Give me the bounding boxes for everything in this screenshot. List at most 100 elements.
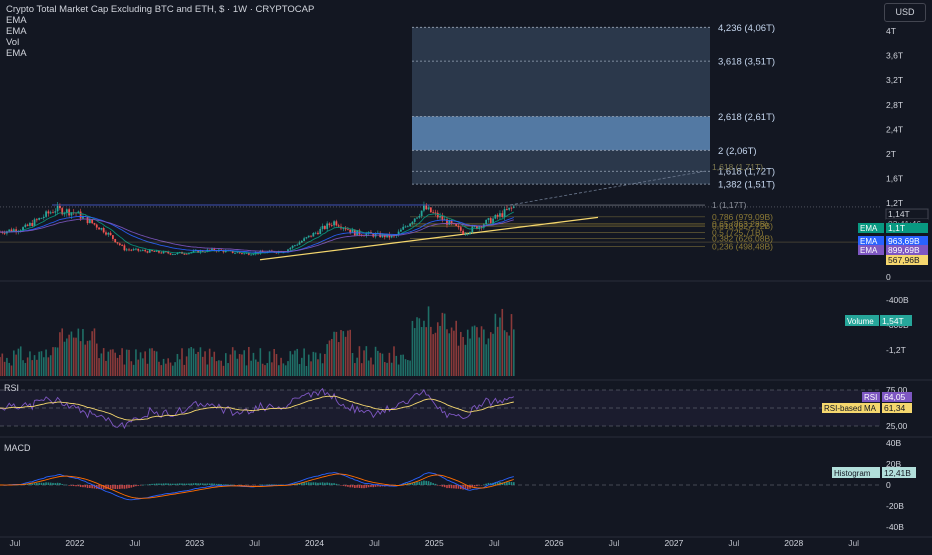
volume-bar — [105, 360, 107, 376]
time-axis-tick: Jul — [489, 538, 500, 548]
candle-down — [118, 242, 121, 246]
candle-down — [109, 231, 112, 236]
volume-bar — [469, 338, 471, 376]
volume-bar — [201, 356, 204, 376]
macd-histogram-bar — [206, 483, 209, 485]
candle-up — [402, 223, 405, 231]
macd-histogram-bar — [367, 485, 370, 488]
volume-bar — [144, 351, 146, 376]
macd-histogram-bar — [273, 484, 275, 486]
price-badge-value: 899,69B — [888, 245, 920, 255]
volume-bar — [324, 353, 326, 376]
macd-histogram-bar — [125, 485, 128, 489]
volume-bar — [181, 348, 183, 376]
volume-bar — [167, 358, 169, 376]
currency-button[interactable]: USD — [884, 3, 926, 22]
volume-bar — [252, 352, 255, 376]
price-badge-tag — [858, 236, 884, 246]
macd-pane-title: MACD — [4, 443, 31, 453]
price-axis-tick: 2,4T — [886, 124, 903, 134]
volume-bar — [268, 351, 271, 376]
candle-down — [35, 217, 38, 223]
macd-histogram-bar — [420, 481, 423, 485]
volume-bar — [462, 336, 464, 376]
volume-bar — [245, 365, 248, 376]
candle-up — [132, 247, 135, 252]
rsi-ma-badge-label: RSI-based MA — [824, 404, 877, 413]
volume-bar — [91, 331, 93, 376]
time-axis-tick: 2026 — [545, 538, 564, 548]
macd-axis-tick: 20B — [886, 459, 901, 469]
macd-histogram-bar — [56, 482, 59, 485]
volume-bar — [427, 306, 430, 376]
volume-bar — [416, 317, 418, 376]
macd-histogram-bar — [344, 485, 347, 487]
candle-up — [413, 218, 416, 225]
volume-bar — [6, 357, 8, 376]
time-axis-tick: Jul — [10, 538, 21, 548]
rsi-badge-value: 64,05 — [884, 392, 906, 402]
indicator-ema-3[interactable]: EMA — [6, 48, 27, 59]
macd-histogram-bar — [181, 483, 183, 485]
volume-bar — [487, 338, 490, 376]
indicator-ema-1[interactable]: EMA — [6, 15, 27, 26]
volume-bar — [393, 346, 395, 376]
time-axis-tick: 2024 — [305, 538, 324, 548]
volume-bar — [423, 320, 425, 376]
indicator-ema-2[interactable]: EMA — [6, 26, 27, 37]
candle-down — [169, 253, 172, 256]
volume-bar — [411, 320, 414, 376]
volume-bar — [206, 364, 209, 376]
candle-up — [42, 214, 45, 221]
volume-bar — [125, 349, 128, 376]
rsi-badge-box — [882, 392, 912, 402]
price-badge-box — [886, 255, 928, 265]
time-axis-tick: Jul — [129, 538, 140, 548]
price-badge-label: EMA — [860, 237, 878, 246]
volume-bar — [400, 354, 402, 376]
macd-histogram-bar — [42, 482, 45, 485]
volume-bar — [19, 346, 22, 376]
candle-down — [349, 229, 352, 235]
macd-histogram-bar — [222, 484, 225, 485]
volume-bar — [40, 351, 43, 376]
macd-histogram-bar — [303, 482, 305, 485]
volume-bar — [15, 354, 17, 376]
candle-down — [335, 219, 338, 227]
macd-histogram-bar — [66, 484, 68, 486]
indicator-vol[interactable]: Vol — [6, 37, 20, 48]
volume-bar — [178, 359, 181, 376]
ema-line — [0, 215, 514, 253]
candle-down — [47, 209, 50, 217]
macd-histogram-bar — [142, 484, 144, 486]
volume-bar — [165, 363, 167, 376]
volume-bar — [351, 353, 354, 376]
volume-bar — [112, 349, 114, 376]
volume-badge-tag — [845, 315, 879, 326]
macd-histogram-bar — [503, 481, 506, 485]
time-axis-tick: Jul — [728, 538, 739, 548]
candle-down — [52, 209, 54, 214]
macd-histogram-bar — [508, 481, 510, 485]
volume-bar — [395, 355, 398, 376]
candle-up — [466, 233, 469, 236]
rsi-ma-line — [0, 395, 514, 421]
volume-bar — [312, 351, 315, 376]
candle-up — [333, 220, 335, 228]
rsi-axis-tick: 75,00 — [886, 385, 908, 395]
volume-bar — [471, 326, 474, 376]
volume-bar — [365, 346, 368, 376]
macd-histogram-bar — [215, 483, 218, 485]
volume-bar — [257, 361, 259, 376]
volume-bar — [86, 340, 89, 376]
volume-bar — [139, 352, 142, 376]
volume-bar — [413, 328, 416, 376]
candle-up — [141, 248, 144, 252]
volume-bar — [98, 358, 100, 376]
macd-histogram-bar — [506, 481, 508, 485]
macd-histogram-bar — [49, 482, 52, 485]
macd-histogram-bar — [229, 484, 232, 486]
candle-up — [252, 253, 255, 256]
